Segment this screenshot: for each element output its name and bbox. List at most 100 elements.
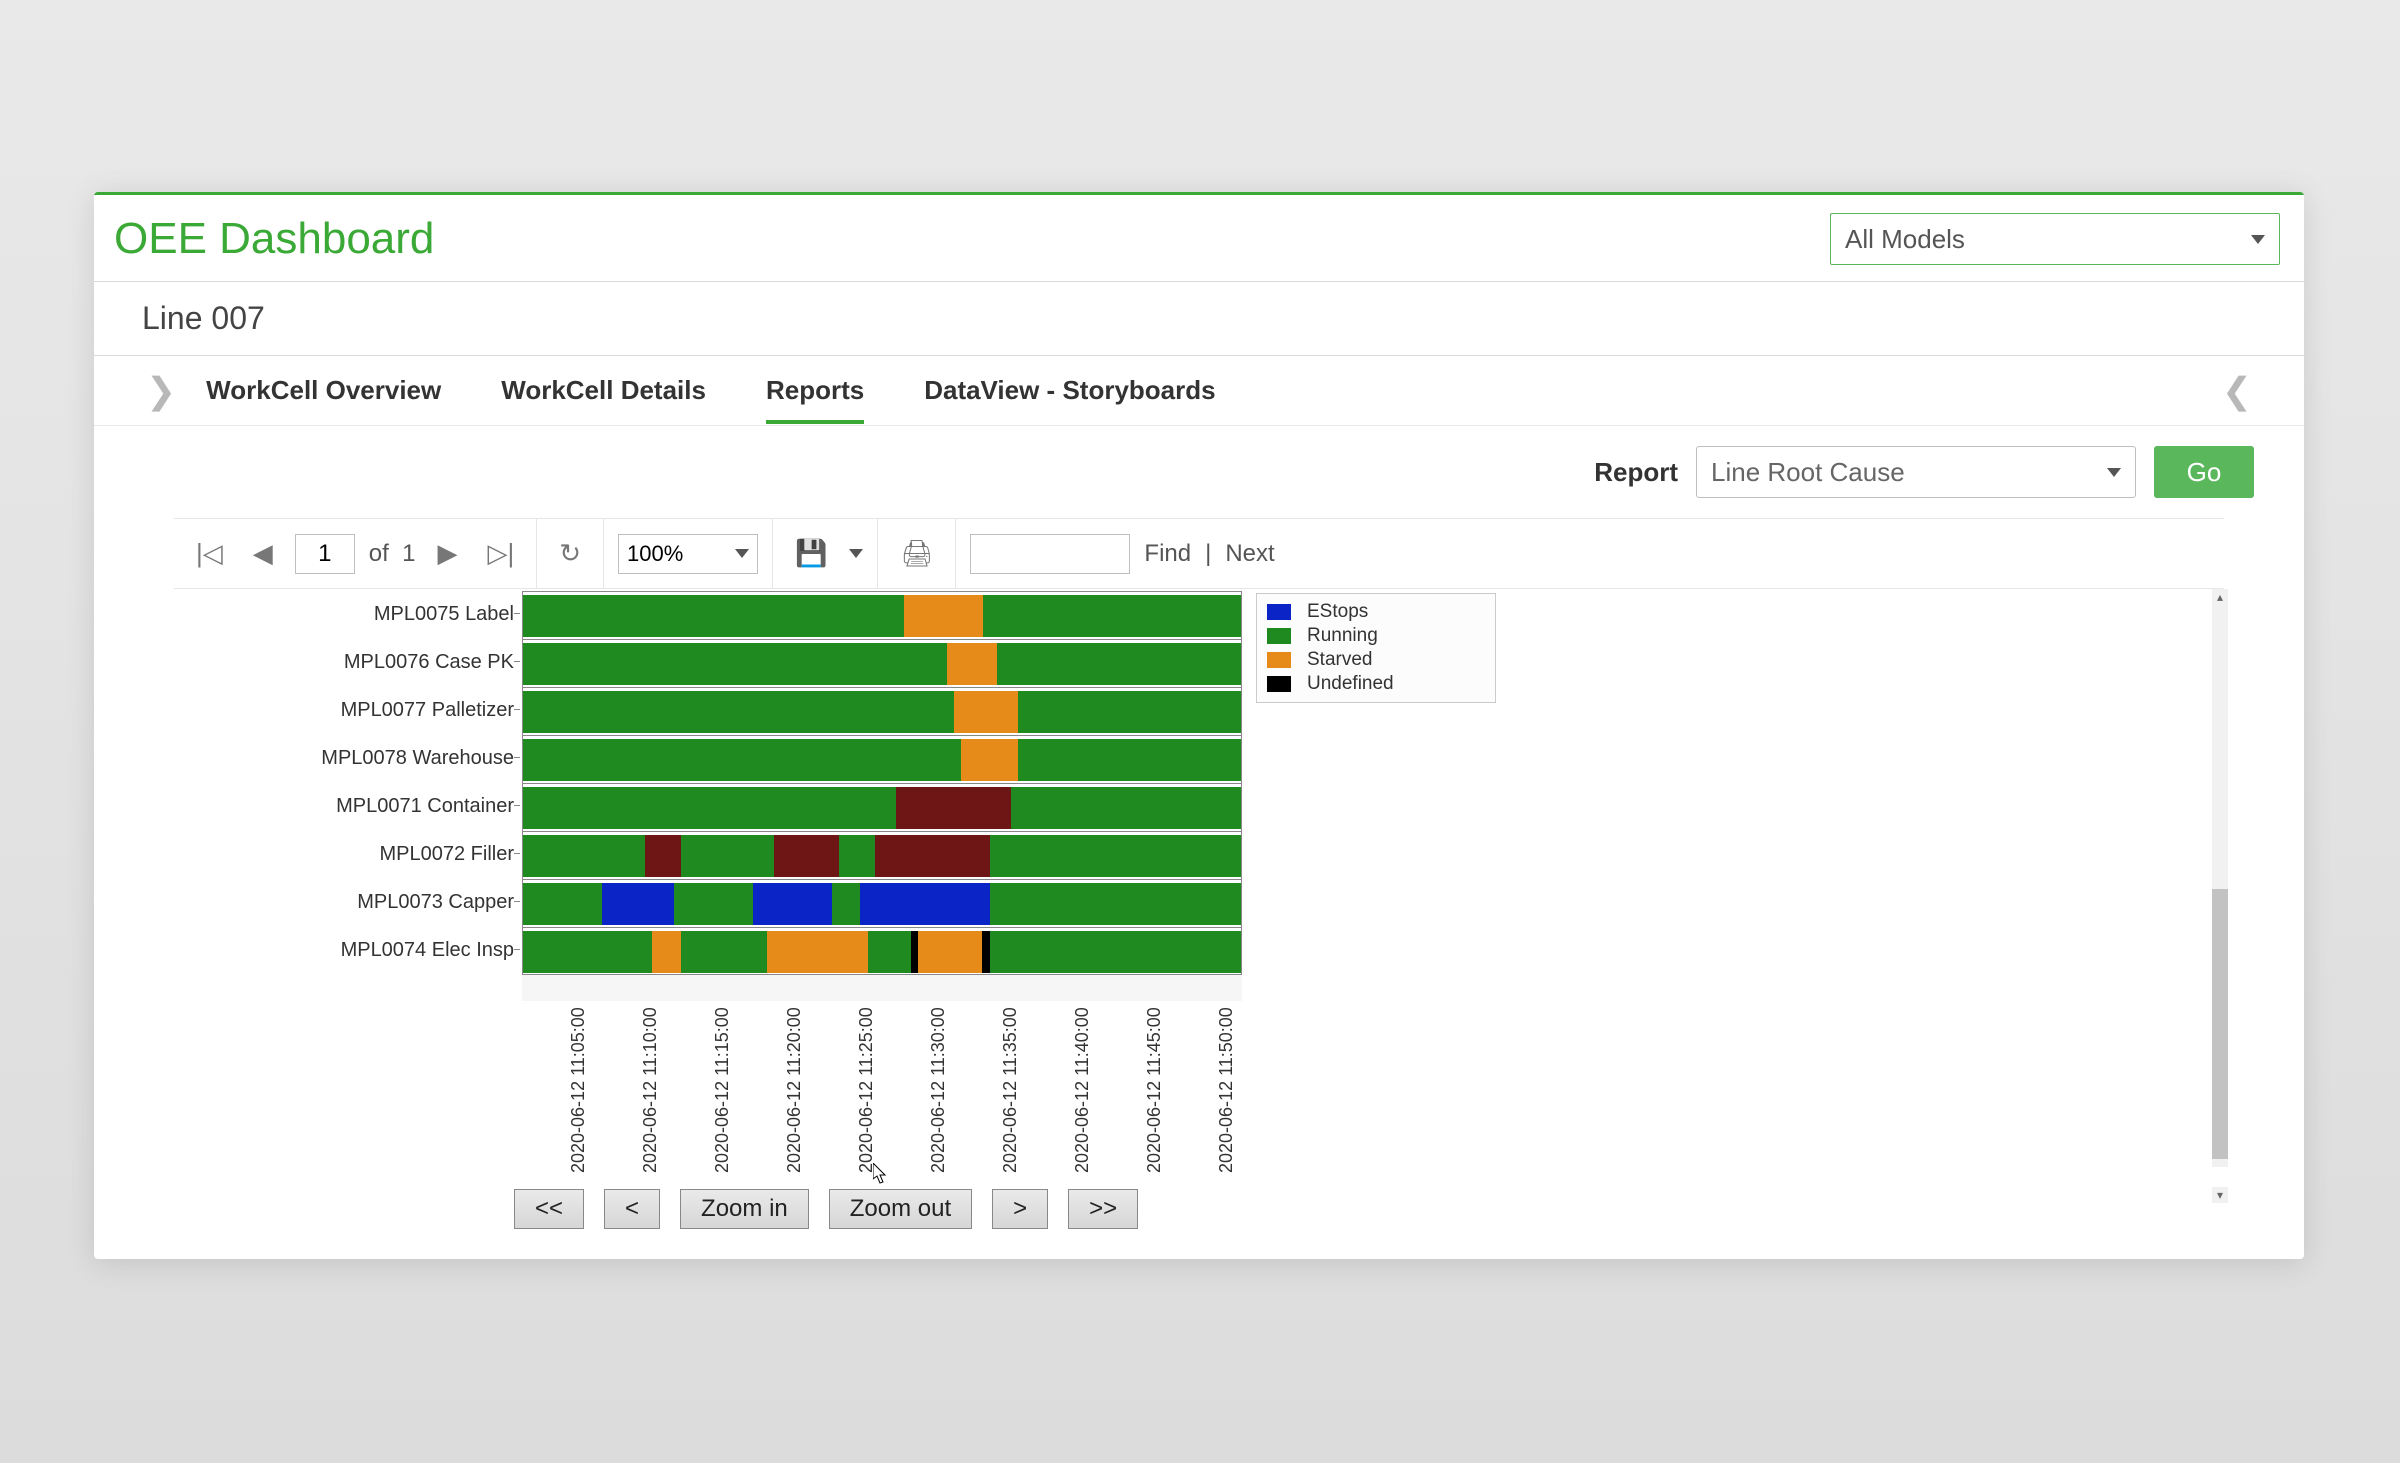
save-icon[interactable]: 💾 <box>787 534 835 573</box>
chart-nav-buttons: << < Zoom in Zoom out > >> <box>514 1189 1138 1229</box>
models-dropdown[interactable]: All Models <box>1830 213 2280 265</box>
report-label: Report <box>1594 457 1678 488</box>
gantt-segment <box>868 931 911 973</box>
gantt-segment <box>523 883 602 925</box>
gantt-xtick-label: 2020-06-12 11:20:00 <box>784 1007 805 1173</box>
zoom-value: 100% <box>627 541 683 567</box>
last-page-icon[interactable]: ▷| <box>479 534 522 573</box>
tabs-scroll-right[interactable]: ❮ <box>2216 370 2258 412</box>
gantt-row-label: MPL0076 Case PK <box>264 651 514 674</box>
legend-item: Running <box>1267 624 1485 648</box>
gantt-segment <box>982 931 989 973</box>
report-dropdown[interactable]: Line Root Cause <box>1696 446 2136 498</box>
tab-dataview-storyboards[interactable]: DataView - Storyboards <box>924 357 1215 424</box>
gantt-row-label: MPL0074 Elec Insp <box>264 939 514 962</box>
gantt-xtick-label: 2020-06-12 11:05:00 <box>568 1007 589 1173</box>
legend-item: Undefined <box>1267 672 1485 696</box>
legend-swatch <box>1267 604 1291 620</box>
gantt-segment <box>1018 691 1241 733</box>
gantt-segment <box>681 931 767 973</box>
tab-workcell-overview[interactable]: WorkCell Overview <box>206 357 441 424</box>
legend-item: Starved <box>1267 648 1485 672</box>
zoom-out-button[interactable]: Zoom out <box>829 1189 972 1229</box>
gantt-segment <box>523 691 954 733</box>
gantt-segment <box>523 931 652 973</box>
nav-prev-button[interactable]: < <box>604 1189 660 1229</box>
gantt-row <box>523 687 1241 735</box>
chevron-down-icon <box>849 549 863 558</box>
gantt-xtick-label: 2020-06-12 11:25:00 <box>856 1007 877 1173</box>
gantt-row <box>523 879 1241 927</box>
print-icon[interactable]: 🖨 <box>892 534 941 573</box>
gantt-segment <box>990 835 1241 877</box>
gantt-segment <box>875 835 990 877</box>
gantt-segment <box>523 595 904 637</box>
vertical-scrollbar[interactable] <box>2212 593 2228 1167</box>
gantt-segment <box>990 931 1241 973</box>
zoom-dropdown[interactable]: 100% <box>618 534 758 574</box>
gantt-xtick-label: 2020-06-12 11:50:00 <box>1216 1007 1237 1173</box>
gantt-row-label: MPL0075 Label <box>264 603 514 626</box>
cursor-icon <box>873 1163 889 1185</box>
next-page-icon[interactable]: ▶ <box>429 534 465 573</box>
scrollbar-down-arrow[interactable]: ▾ <box>2212 1187 2228 1203</box>
gantt-segment <box>1018 739 1241 781</box>
zoom-in-button[interactable]: Zoom in <box>680 1189 809 1229</box>
gantt-row <box>523 783 1241 831</box>
gantt-segment <box>896 787 1011 829</box>
gantt-row <box>523 591 1241 639</box>
gantt-row-label: MPL0078 Warehouse <box>264 747 514 770</box>
chart-legend: EStopsRunningStarvedUndefined <box>1256 593 1496 703</box>
gantt-segment <box>523 643 947 685</box>
gantt-row-label: MPL0072 Filler <box>264 843 514 866</box>
gantt-xaxis <box>522 975 1242 1001</box>
legend-label: Running <box>1307 625 1378 647</box>
legend-swatch <box>1267 652 1291 668</box>
gantt-segment <box>674 883 753 925</box>
tabs-scroll-left[interactable]: ❯ <box>140 370 182 412</box>
gantt-segment <box>954 691 1019 733</box>
gantt-xtick-label: 2020-06-12 11:45:00 <box>1144 1007 1165 1173</box>
tab-workcell-details[interactable]: WorkCell Details <box>501 357 706 424</box>
gantt-segment <box>523 739 961 781</box>
header: OEE Dashboard All Models <box>94 195 2304 281</box>
legend-label: EStops <box>1307 601 1368 623</box>
tabs-row: ❯ WorkCell Overview WorkCell Details Repor… <box>94 356 2304 426</box>
go-button[interactable]: Go <box>2154 446 2254 498</box>
scrollbar-up-arrow[interactable]: ▴ <box>2212 589 2228 605</box>
subheader: Line 007 <box>94 281 2304 356</box>
gantt-row <box>523 831 1241 879</box>
gantt-segment <box>947 643 997 685</box>
gantt-segment <box>645 835 681 877</box>
nav-first-button[interactable]: << <box>514 1189 584 1229</box>
page-input[interactable] <box>295 534 355 574</box>
gantt-segment <box>997 643 1241 685</box>
models-dropdown-value: All Models <box>1845 224 1965 255</box>
nav-next-button[interactable]: > <box>992 1189 1048 1229</box>
gantt-segment <box>774 835 839 877</box>
prev-page-icon[interactable]: ◀ <box>245 534 281 573</box>
app-window: OEE Dashboard All Models Line 007 ❯ Work… <box>94 192 2304 1259</box>
scrollbar-thumb[interactable] <box>2212 889 2228 1159</box>
gantt-segment <box>523 787 896 829</box>
gantt-segment <box>860 883 989 925</box>
page-title: OEE Dashboard <box>114 214 434 264</box>
report-row: Report Line Root Cause Go <box>94 426 2304 518</box>
tab-reports[interactable]: Reports <box>766 357 864 424</box>
find-next-button[interactable]: Next <box>1225 540 1274 568</box>
refresh-icon[interactable]: ↻ <box>551 534 589 573</box>
gantt-xtick-label: 2020-06-12 11:10:00 <box>640 1007 661 1173</box>
find-input[interactable] <box>970 534 1130 574</box>
line-label: Line 007 <box>142 300 265 336</box>
gantt-xtick-label: 2020-06-12 11:35:00 <box>1000 1007 1021 1173</box>
chevron-down-icon <box>735 549 749 558</box>
gantt-segment <box>523 835 645 877</box>
gantt-row <box>523 927 1241 975</box>
find-button[interactable]: Find <box>1144 540 1191 568</box>
gantt-chart: MPL0075 LabelMPL0076 Case PKMPL0077 Pall… <box>174 589 2224 1208</box>
gantt-xtick-label: 2020-06-12 11:40:00 <box>1072 1007 1093 1173</box>
nav-last-button[interactable]: >> <box>1068 1189 1138 1229</box>
legend-label: Undefined <box>1307 673 1394 695</box>
legend-swatch <box>1267 628 1291 644</box>
first-page-icon[interactable]: |◁ <box>188 534 231 573</box>
